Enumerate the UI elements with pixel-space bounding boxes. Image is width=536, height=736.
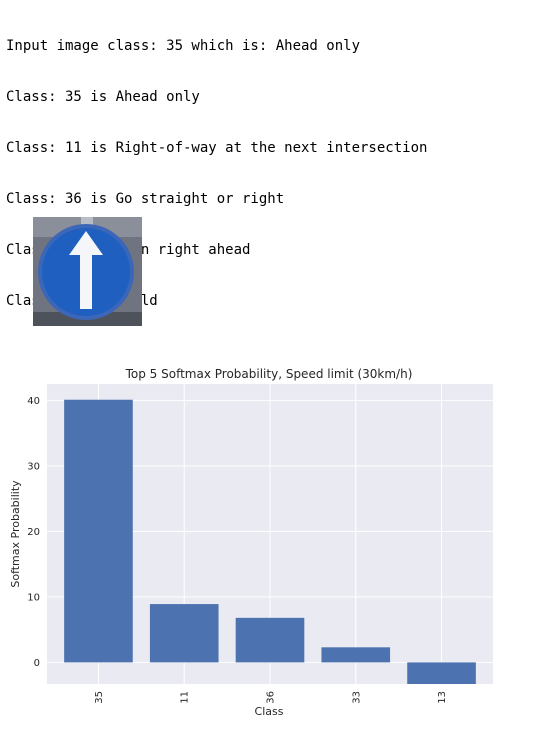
bar-class-35	[64, 399, 133, 663]
output-line-prediction-2: Class: 11 is Right-of-way at the next in…	[6, 140, 428, 156]
x-tick-label: 33	[351, 691, 362, 704]
y-axis-label: Softmax Probability	[9, 480, 22, 588]
output-line-prediction-3: Class: 36 is Go straight or right	[6, 191, 285, 207]
chart-title: Top 5 Softmax Probability, Speed limit (…	[125, 367, 413, 381]
x-axis-label: Class	[255, 705, 284, 718]
y-tick-label: 20	[27, 527, 40, 538]
y-tick-label: 40	[27, 396, 40, 407]
y-tick-labels: 0 10 20 30 40	[27, 396, 40, 669]
y-tick-label: 0	[34, 658, 40, 669]
bar-class-11	[149, 604, 219, 663]
output-line-prediction-1: Class: 35 is Ahead only	[6, 89, 200, 105]
x-tick-label: 35	[94, 691, 105, 704]
output-line-input-class: Input image class: 35 which is: Ahead on…	[6, 38, 361, 54]
x-tick-label: 13	[437, 691, 448, 704]
x-tick-labels: 35 11 36 33 13	[94, 691, 448, 704]
y-tick-label: 10	[27, 592, 40, 603]
bar-class-13	[407, 662, 476, 684]
y-tick-label: 30	[27, 461, 40, 472]
x-tick-label: 36	[266, 691, 277, 704]
bars	[64, 399, 476, 684]
x-tick-label: 11	[180, 691, 191, 704]
ahead-only-sign-icon	[33, 217, 142, 326]
bar-class-36	[235, 617, 305, 663]
bar-class-33	[321, 647, 391, 663]
